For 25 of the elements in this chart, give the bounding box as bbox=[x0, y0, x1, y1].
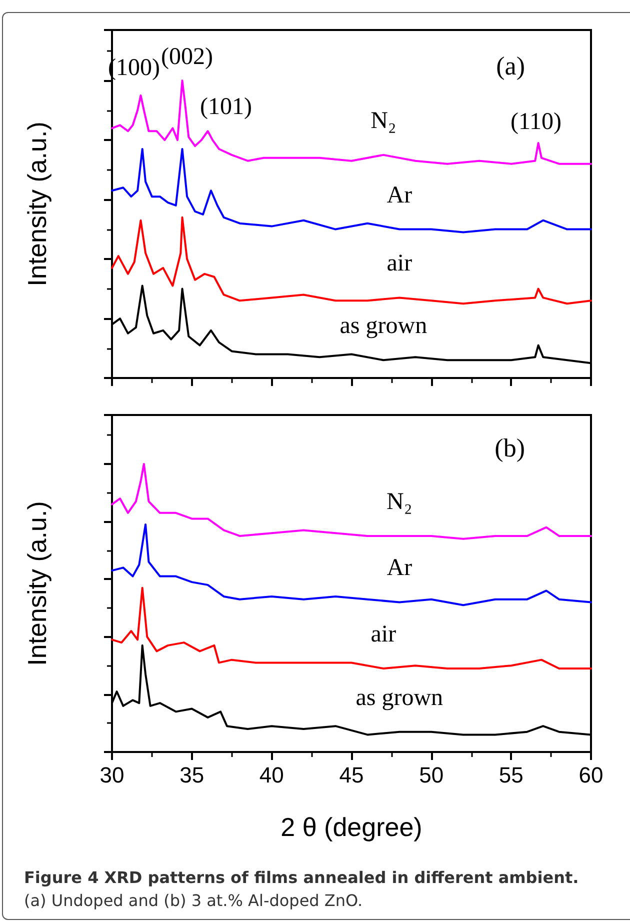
x-tick-label: 35 bbox=[180, 762, 204, 788]
x-tick-label: 55 bbox=[498, 762, 524, 788]
x-tick-label: 45 bbox=[339, 762, 364, 788]
annotation: (101) bbox=[200, 94, 252, 120]
series-label: as grown bbox=[356, 684, 444, 711]
text: (a) Undoped and (b) 3 at.% Al-doped ZnO. bbox=[24, 890, 364, 912]
series-label: N₂ bbox=[386, 488, 412, 515]
series-label: Ar bbox=[386, 182, 412, 208]
x-tick-label: 60 bbox=[578, 762, 604, 788]
series-label: N₂ bbox=[370, 108, 396, 134]
y-axis-title: Intensity (a.u.) bbox=[22, 122, 52, 286]
chart-title: (a) bbox=[496, 52, 526, 80]
x-tick-label: 50 bbox=[419, 762, 444, 788]
text: (002) bbox=[161, 44, 213, 70]
x-tick-label: 40 bbox=[259, 762, 284, 788]
chart-title: (b) bbox=[494, 434, 526, 462]
series-label: Ar bbox=[386, 555, 412, 582]
series-label: air bbox=[370, 621, 396, 648]
series-label: as grown bbox=[340, 313, 428, 340]
x-axis-title: 2 θ (degree) bbox=[280, 812, 422, 842]
series-label: air bbox=[386, 250, 412, 277]
caption: Figure 4 XRD patterns of films annealed in different ambient. bbox=[24, 867, 580, 889]
x-tick-label: 30 bbox=[100, 762, 124, 788]
annotation: (110) bbox=[510, 109, 562, 135]
y-axis-title: Intensity (a.u.) bbox=[22, 501, 52, 666]
